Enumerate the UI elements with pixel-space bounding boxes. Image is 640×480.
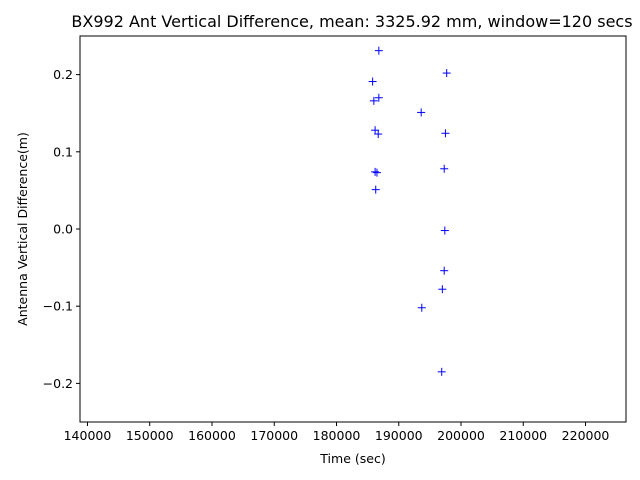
data-point (441, 129, 450, 138)
y-axis: −0.2 −0.1 0.0 0.1 0.2 (43, 67, 80, 391)
y-tick-label: 0.2 (53, 67, 73, 82)
data-point (371, 185, 380, 194)
x-axis-label: Time (sec) (319, 451, 385, 466)
data-point (374, 93, 383, 102)
x-tick-label: 170000 (250, 428, 298, 443)
data-point (438, 285, 447, 294)
data-point (371, 167, 380, 176)
x-axis: 140000 150000 160000 170000 180000 190000 2000… (64, 422, 610, 443)
data-point (374, 46, 383, 55)
data-points (368, 46, 451, 376)
plot-area (79, 35, 627, 423)
y-axis-label: Antenna Vertical Difference(m) (15, 132, 30, 326)
x-tick-label: 180000 (313, 428, 361, 443)
x-tick-label: 200000 (437, 428, 485, 443)
x-tick-label: 210000 (499, 428, 547, 443)
data-point (368, 77, 377, 86)
data-point (369, 96, 378, 105)
data-point (440, 266, 449, 275)
data-point (372, 168, 381, 177)
data-point (374, 130, 383, 139)
chart-title: BX992 Ant Vertical Difference, mean: 332… (71, 12, 632, 31)
x-tick-label: 220000 (562, 428, 610, 443)
data-point (440, 226, 449, 235)
y-tick-label: 0.0 (53, 222, 73, 237)
data-point (417, 303, 426, 312)
x-tick-label: 140000 (64, 428, 112, 443)
y-tick-label: −0.2 (43, 376, 73, 391)
x-tick-label: 190000 (375, 428, 423, 443)
y-tick-label: 0.1 (53, 144, 73, 159)
data-point (442, 69, 451, 78)
x-tick-label: 150000 (126, 428, 174, 443)
y-tick-label: −0.1 (43, 299, 73, 314)
x-tick-label: 160000 (188, 428, 236, 443)
data-point (440, 164, 449, 173)
data-point (417, 108, 426, 117)
data-point (437, 367, 446, 376)
